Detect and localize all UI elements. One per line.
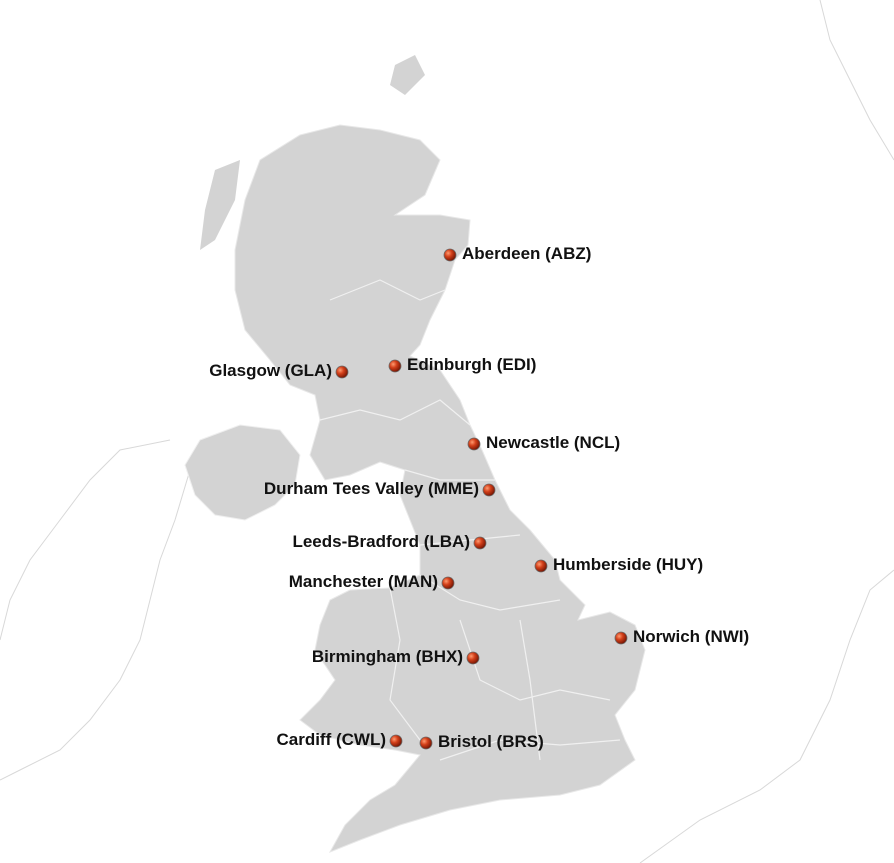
airport-marker[interactable] xyxy=(482,483,496,497)
airport-label: Aberdeen (ABZ) xyxy=(462,244,592,263)
ireland-outline xyxy=(0,439,191,781)
airport-label: Glasgow (GLA) xyxy=(209,361,332,380)
airport-label: Durham Tees Valley (MME) xyxy=(263,479,479,498)
great-britain xyxy=(234,124,646,853)
airport-label: Manchester (MAN) xyxy=(288,572,438,591)
airport-label: Newcastle (NCL) xyxy=(486,433,621,452)
airport-label: Norwich (NWI) xyxy=(633,627,750,646)
europe-outline xyxy=(639,0,894,863)
hebrides xyxy=(200,160,240,250)
airport-marker[interactable] xyxy=(467,437,481,451)
airport-marker[interactable] xyxy=(534,559,548,573)
airport-label: Cardiff (CWL) xyxy=(276,730,386,749)
airport-marker[interactable] xyxy=(419,736,433,750)
northern-ireland xyxy=(184,424,301,521)
airport-label: Leeds-Bradford (LBA) xyxy=(292,532,470,551)
airport-marker[interactable] xyxy=(441,576,455,590)
airport-marker[interactable] xyxy=(614,631,628,645)
airport-label: Edinburgh (EDI) xyxy=(407,355,537,374)
airport-markers xyxy=(335,248,628,750)
orkney xyxy=(390,55,425,95)
airport-marker[interactable] xyxy=(335,365,349,379)
airport-marker[interactable] xyxy=(388,359,402,373)
airport-marker[interactable] xyxy=(466,651,480,665)
airport-marker[interactable] xyxy=(389,734,403,748)
airport-label: Birmingham (BHX) xyxy=(311,647,463,666)
airport-label: Bristol (BRS) xyxy=(438,732,544,751)
airport-marker[interactable] xyxy=(443,248,457,262)
airport-label: Humberside (HUY) xyxy=(553,555,704,574)
airport-marker[interactable] xyxy=(473,536,487,550)
